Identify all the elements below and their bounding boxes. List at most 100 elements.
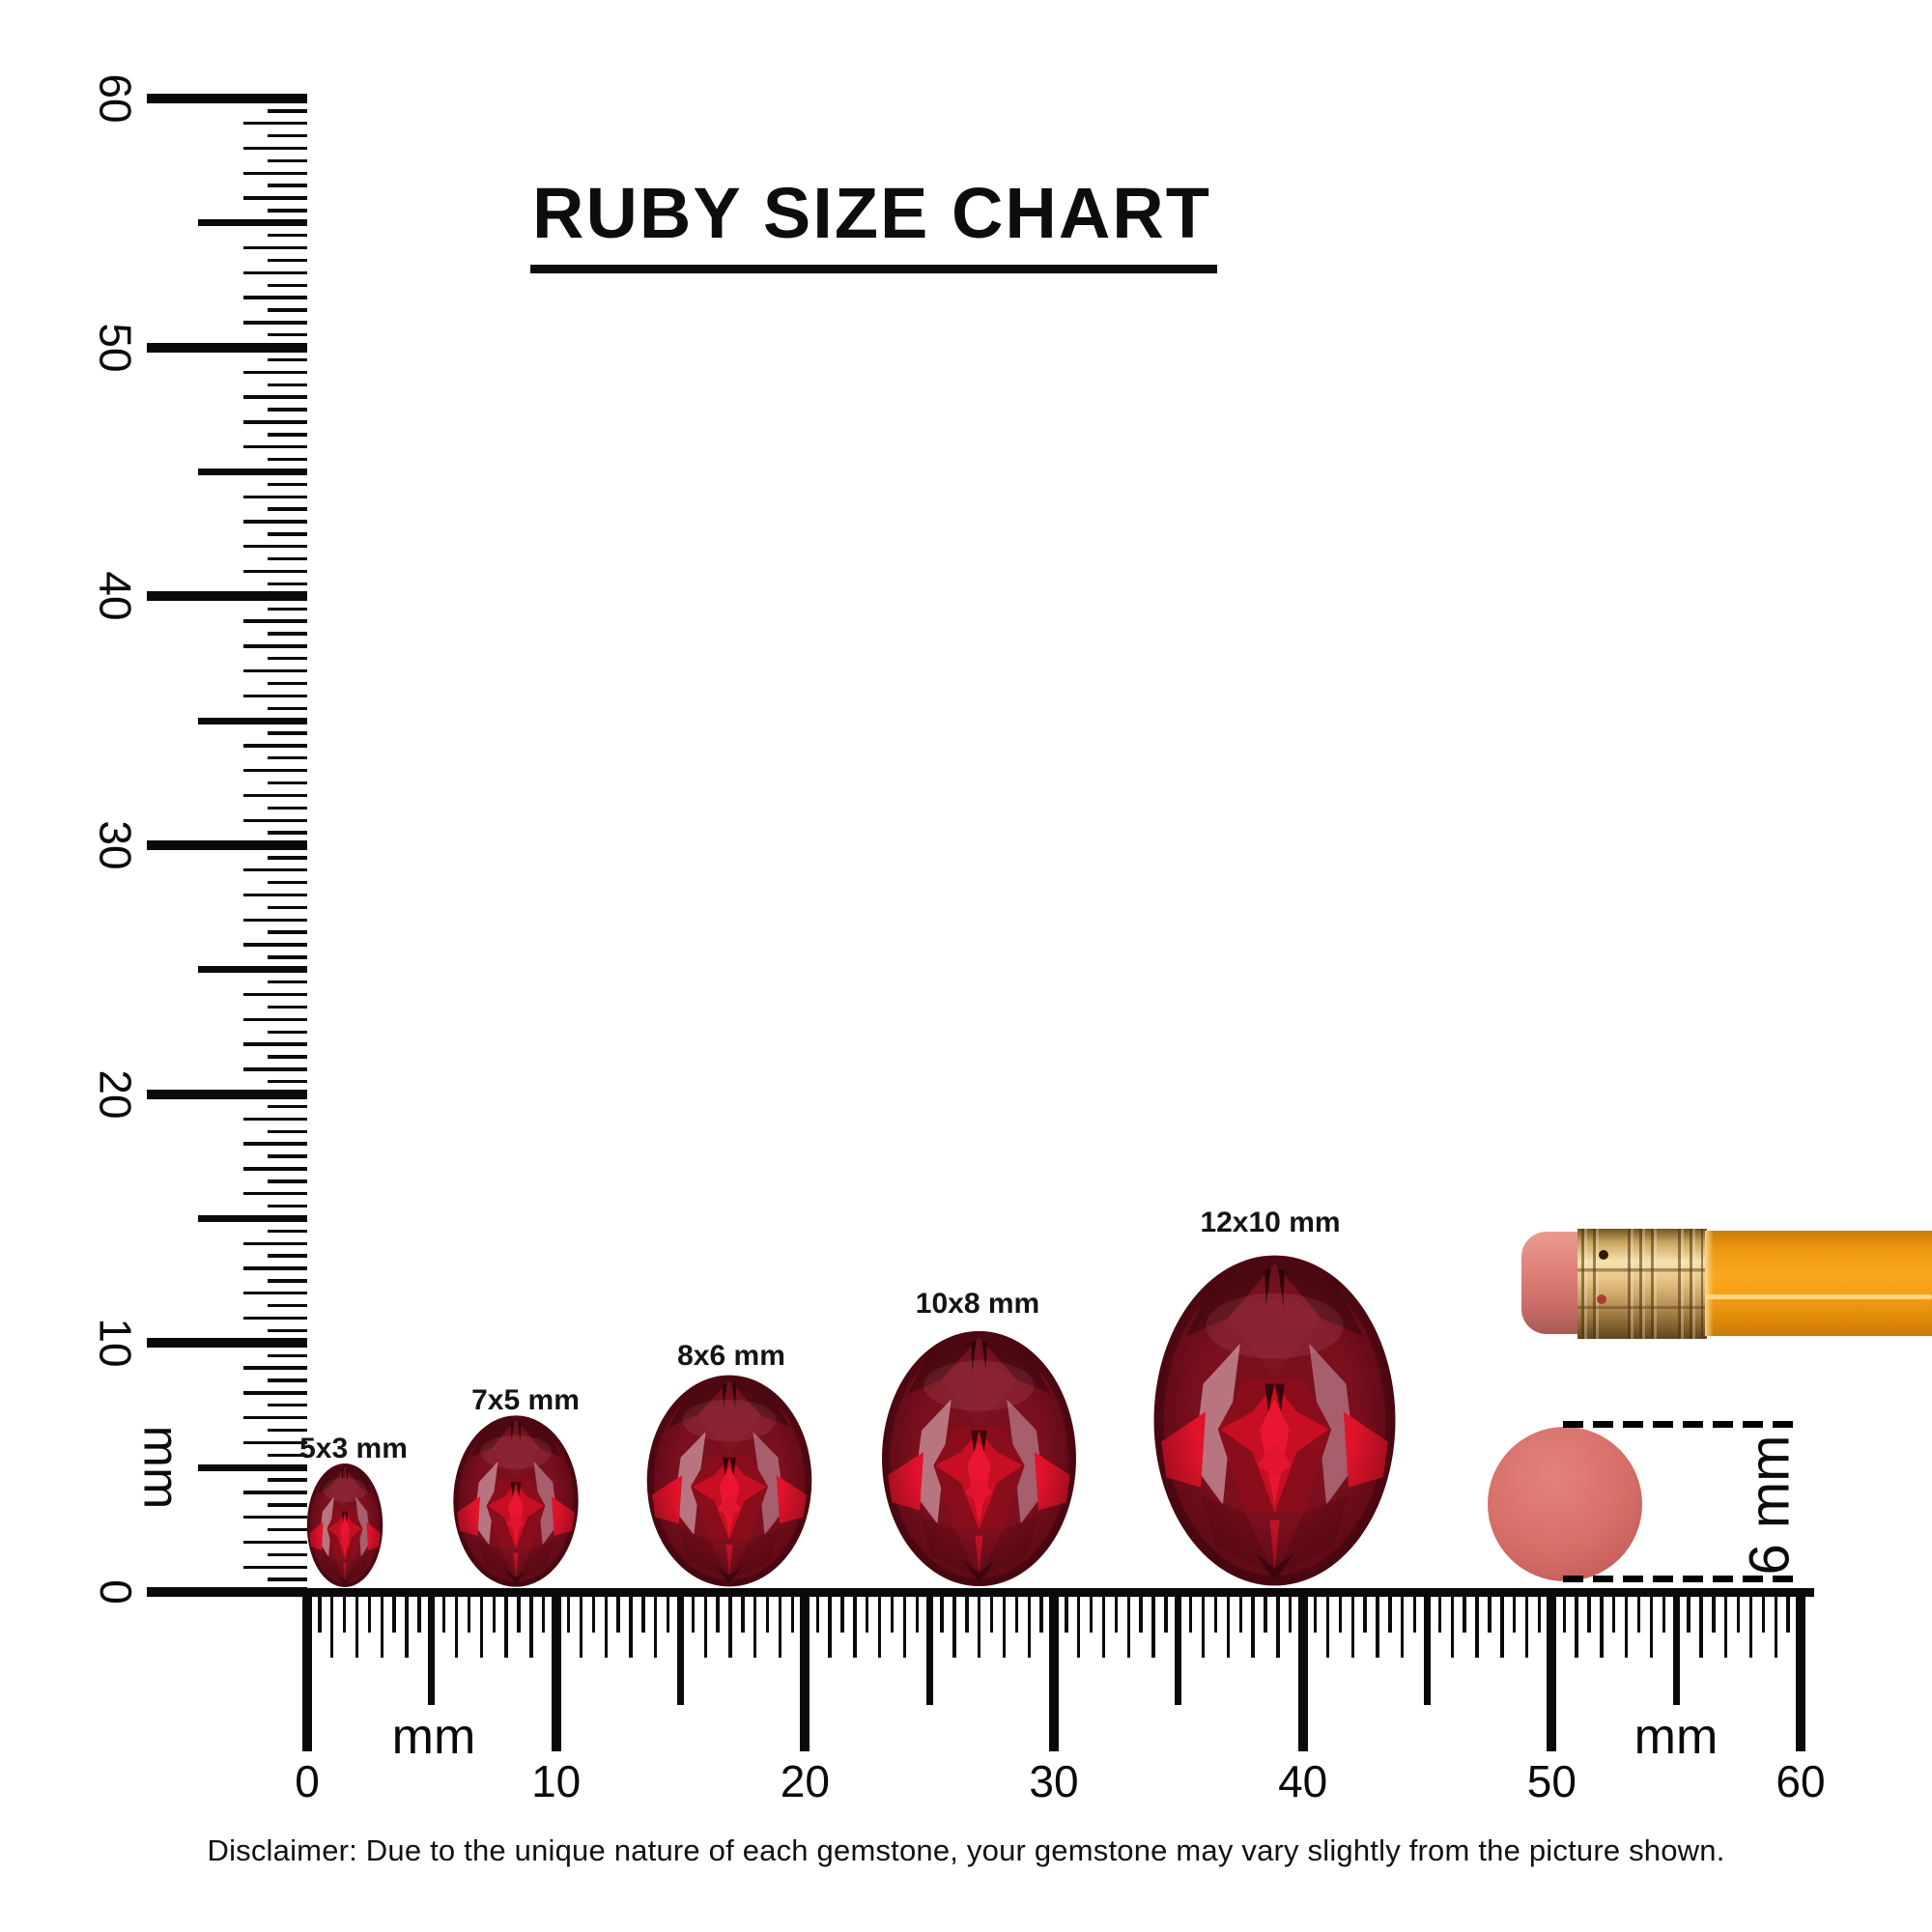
h-ruler-tick <box>492 1589 496 1633</box>
v-ruler-tick <box>268 184 307 187</box>
h-ruler-tick <box>479 1589 484 1658</box>
ferrule-dimple-red <box>1597 1294 1606 1304</box>
v-ruler-tick <box>198 219 307 227</box>
v-ruler-label-50: 50 <box>86 318 146 378</box>
h-ruler-tick <box>1672 1589 1680 1705</box>
v-ruler-tick <box>243 1017 307 1022</box>
h-ruler-tick <box>1437 1589 1442 1633</box>
h-ruler-tick <box>1002 1589 1007 1658</box>
v-ruler-tick <box>243 793 307 798</box>
h-ruler-tick <box>940 1589 944 1633</box>
h-ruler-tick <box>915 1589 919 1633</box>
v-ruler-tick <box>243 1241 307 1245</box>
v-ruler-label-text: 40 <box>90 571 141 621</box>
h-ruler-label-0: 0 <box>295 1756 320 1806</box>
v-ruler-tick <box>243 943 307 947</box>
v-ruler-label-40: 40 <box>86 566 146 626</box>
h-ruler-tick <box>1388 1589 1392 1633</box>
v-ruler-tick <box>243 171 307 175</box>
h-ruler-tick <box>551 1589 561 1751</box>
h-ruler-tick <box>1313 1589 1318 1633</box>
h-ruler-tick <box>728 1589 732 1658</box>
v-ruler-tick <box>243 1266 307 1270</box>
h-ruler-tick <box>1512 1589 1517 1633</box>
v-ruler-tick <box>268 1005 307 1009</box>
v-ruler-tick <box>147 1338 307 1349</box>
h-ruler-tick <box>1524 1589 1529 1658</box>
h-ruler-tick <box>1412 1589 1417 1633</box>
h-ruler-tick <box>566 1589 571 1633</box>
v-ruler-tick <box>268 333 307 337</box>
v-ruler-label-10: 10 <box>86 1313 146 1373</box>
v-ruler-tick <box>268 532 307 536</box>
gem-size-label-3: 8x6 mm <box>677 1340 785 1372</box>
h-ruler-tick <box>1164 1589 1168 1633</box>
v-ruler-tick <box>243 744 307 748</box>
v-ruler-tick <box>268 955 307 959</box>
measure-dash-bottom <box>1563 1576 1801 1582</box>
v-ruler-label-0: 0 <box>86 1562 146 1622</box>
v-ruler-tick <box>243 1415 307 1420</box>
h-ruler-label-40: 40 <box>1278 1756 1328 1806</box>
h-ruler-tick <box>542 1589 546 1633</box>
v-ruler-tick <box>268 1104 307 1109</box>
v-ruler-tick <box>268 308 307 312</box>
v-ruler-tick <box>243 445 307 449</box>
v-ruler-tick <box>268 1404 307 1407</box>
v-ruler-tick <box>243 321 307 325</box>
h-ruler-tick <box>1612 1589 1616 1633</box>
h-ruler-tick <box>1350 1589 1354 1658</box>
v-ruler-tick <box>243 1192 307 1196</box>
h-ruler-tick <box>1463 1589 1466 1633</box>
v-ruler-tick <box>147 591 307 602</box>
h-ruler-tick <box>753 1589 757 1658</box>
gem-size-label-4: 10x8 mm <box>915 1288 1040 1320</box>
v-ruler-tick <box>268 133 307 138</box>
h-ruler-tick <box>1139 1589 1143 1633</box>
v-ruler-tick <box>268 408 307 412</box>
v-ruler-label-text: 20 <box>90 1069 141 1120</box>
h-ruler-label-10: 10 <box>531 1756 582 1806</box>
h-ruler-tick <box>1587 1589 1591 1633</box>
h-ruler-tick <box>866 1589 869 1633</box>
gem-size-label-2: 7x5 mm <box>471 1384 580 1416</box>
h-ruler-tick <box>1077 1589 1081 1658</box>
v-ruler-tick <box>268 1328 307 1333</box>
h-ruler-tick <box>1401 1589 1405 1658</box>
v-ruler-tick <box>268 856 307 860</box>
v-ruler-tick <box>198 468 307 475</box>
h-ruler-tick <box>330 1589 334 1658</box>
v-ruler-tick <box>268 1254 307 1258</box>
h-ruler-tick <box>1049 1589 1059 1751</box>
v-ruler-tick <box>243 270 307 275</box>
h-ruler-tick <box>302 1589 312 1751</box>
pencil-body-highlight <box>1705 1294 1932 1299</box>
v-ruler-tick <box>268 731 307 735</box>
h-ruler-label-50: 50 <box>1526 1756 1577 1806</box>
h-ruler-tick <box>1562 1589 1566 1633</box>
disclaimer-text: Disclaimer: Due to the unique nature of … <box>207 1833 1725 1867</box>
h-ruler-tick <box>1189 1589 1193 1633</box>
h-ruler-tick <box>765 1589 770 1633</box>
h-ruler-tick <box>1575 1589 1578 1658</box>
v-ruler-tick <box>243 196 307 200</box>
h-ruler-tick <box>1014 1589 1019 1633</box>
h-ruler-tick <box>428 1589 436 1705</box>
h-ruler-tick <box>1213 1589 1218 1633</box>
h-ruler-tick <box>1027 1589 1031 1658</box>
h-ruler-tick <box>691 1589 696 1633</box>
v-ruler-tick <box>268 109 307 113</box>
horizontal-ruler-unit-label-left: mm <box>391 1709 476 1765</box>
ruby-gem-7x5mm <box>453 1415 579 1587</box>
h-ruler-tick <box>1475 1589 1479 1658</box>
h-ruler-tick <box>517 1589 521 1633</box>
horizontal-ruler-unit-label-right: mm <box>1634 1709 1719 1765</box>
v-ruler-label-text: 60 <box>90 73 141 124</box>
v-ruler-tick <box>268 1129 307 1133</box>
h-ruler-tick <box>925 1589 933 1705</box>
h-ruler-tick <box>629 1589 633 1658</box>
v-ruler-tick <box>268 1503 307 1507</box>
v-ruler-tick <box>268 582 307 586</box>
h-ruler-label-60: 60 <box>1776 1756 1826 1806</box>
